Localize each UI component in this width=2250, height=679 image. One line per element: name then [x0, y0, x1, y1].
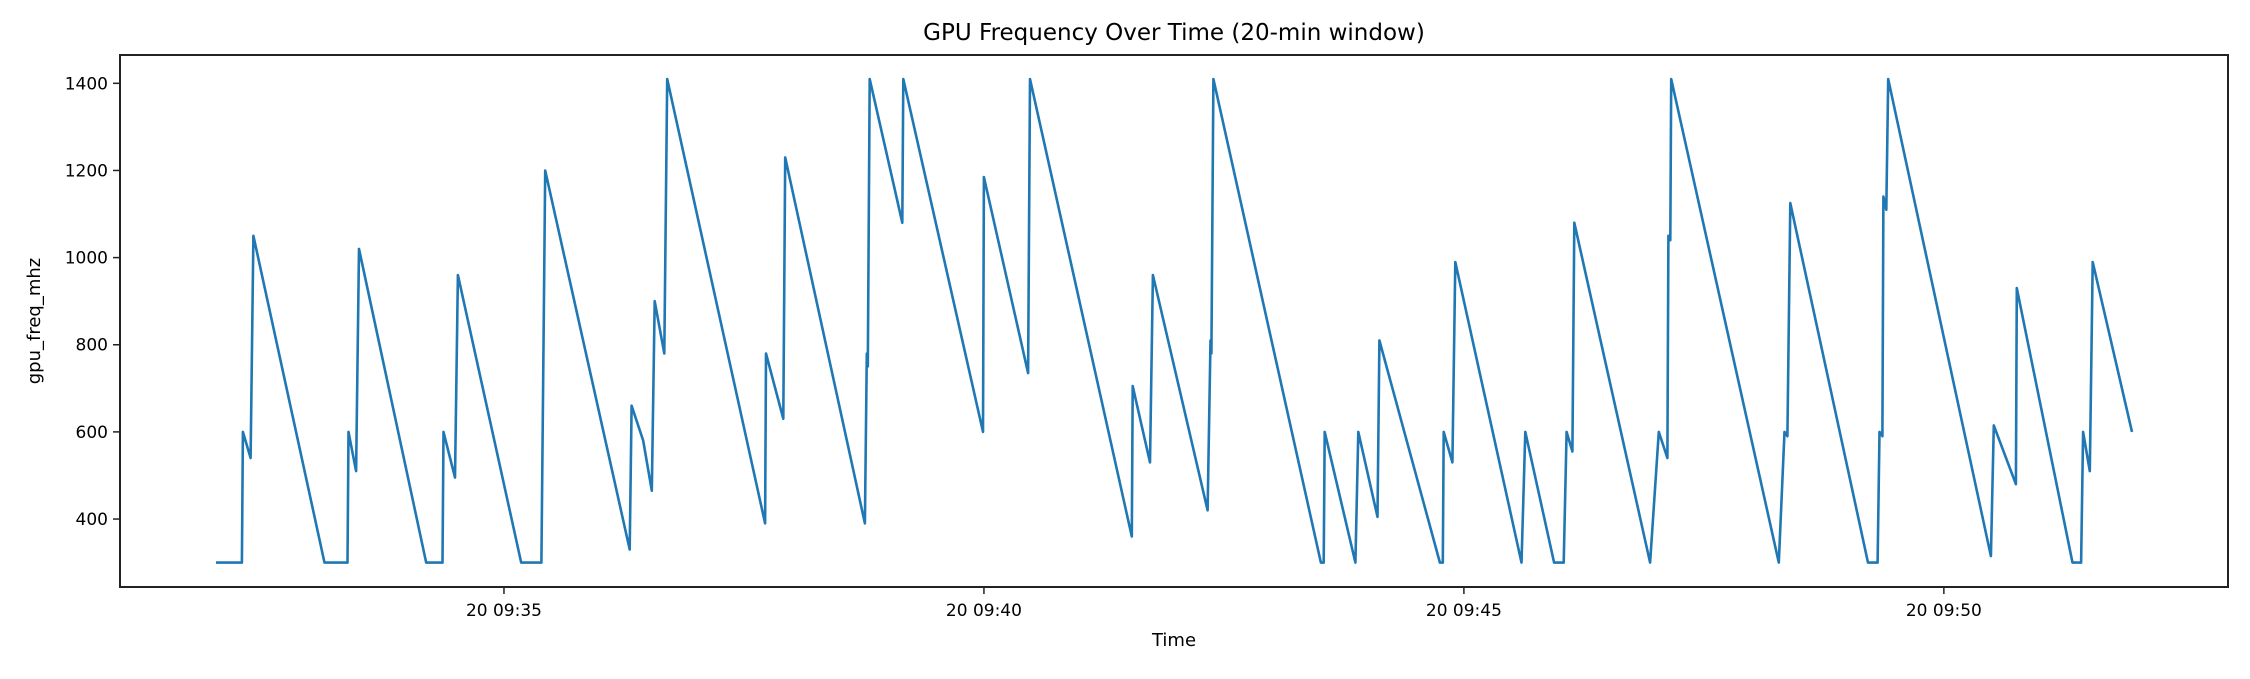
x-axis-label: Time: [1151, 630, 1196, 651]
y-tick-label: 800: [76, 336, 108, 356]
x-axis-ticks: 20 09:35 20 09:40 20 09:45 20 09:50: [466, 587, 1982, 621]
y-tick-label: 400: [76, 510, 108, 530]
x-tick-label: 20 09:35: [466, 601, 542, 621]
y-axis-ticks: 400 600 800 1000 1200 1400: [65, 74, 120, 530]
x-tick-label: 20 09:45: [1426, 601, 1502, 621]
series-line-gpu-freq: [216, 77, 2134, 564]
chart-title: GPU Frequency Over Time (20-min window): [923, 20, 1425, 46]
y-tick-label: 1200: [65, 161, 108, 181]
y-axis-label: gpu_freq_mhz: [24, 258, 45, 385]
y-tick-label: 1400: [65, 74, 108, 94]
y-tick-label: 1000: [65, 249, 108, 269]
plot-area-frame: [119, 54, 2229, 588]
x-tick-label: 20 09:50: [1906, 601, 1982, 621]
y-tick-label: 600: [76, 423, 108, 443]
x-tick-label: 20 09:40: [946, 601, 1022, 621]
